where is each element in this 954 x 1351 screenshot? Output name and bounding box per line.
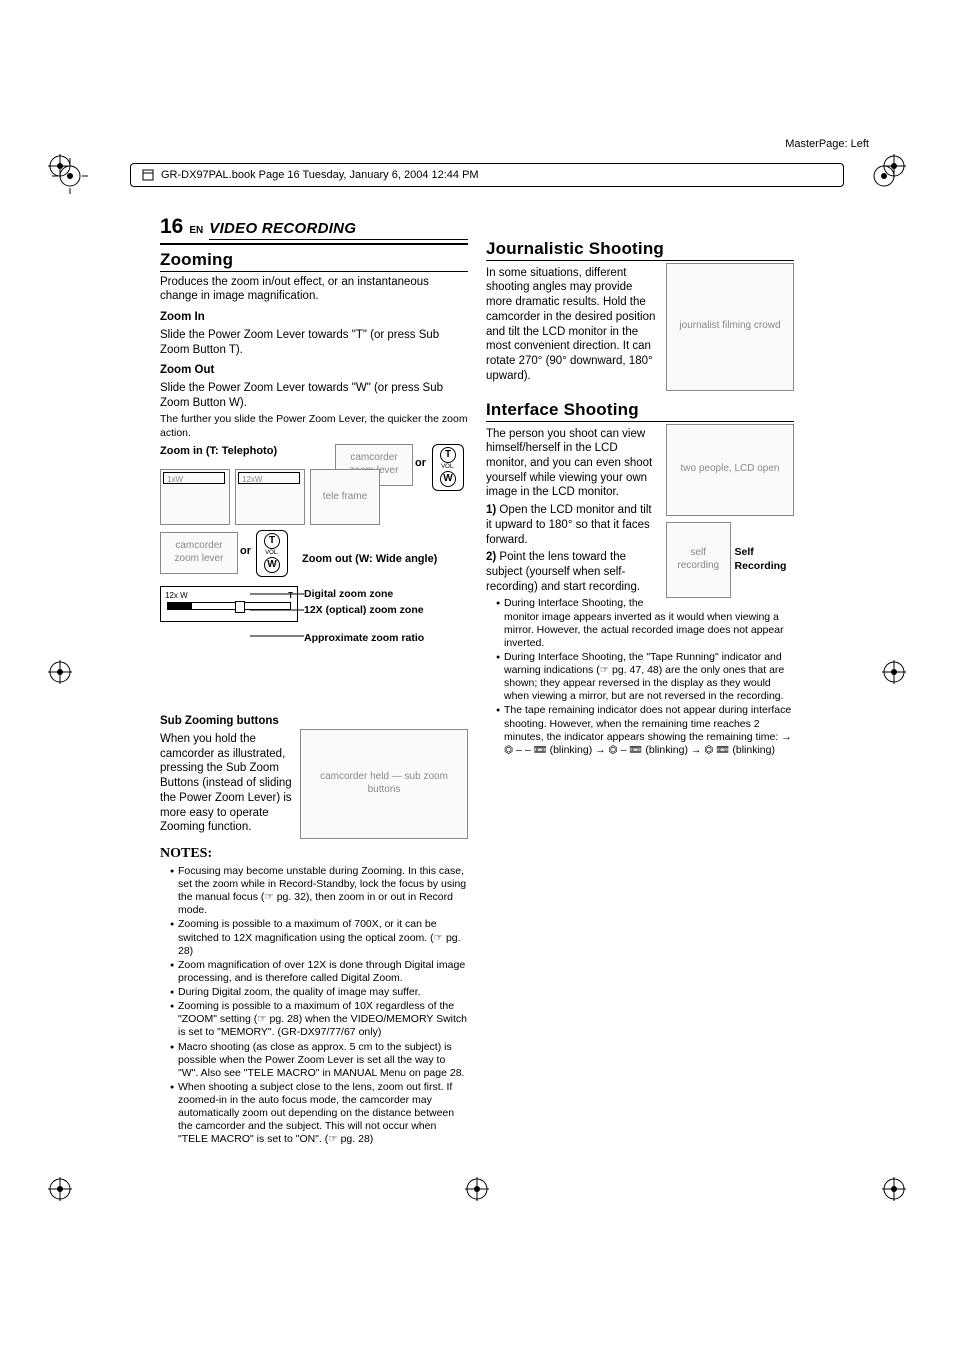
page-header-row: 16 EN VIDEO RECORDING (160, 214, 468, 245)
framemaker-header-bar: GR-DX97PAL.book Page 16 Tuesday, January… (130, 163, 844, 187)
sub-zoom-heading: Sub Zooming buttons (160, 714, 468, 729)
w-circle-icon: W (440, 471, 456, 487)
zoom-out-heading: Zoom Out (160, 363, 468, 378)
camcorder-illust-bottom: camcorder zoom lever (160, 532, 238, 574)
crop-mark-icon (48, 1177, 72, 1201)
crop-mark-icon (48, 154, 72, 178)
digital-zone-label: Digital zoom zone (304, 588, 393, 601)
note-item: Zooming is possible to a maximum of 700X… (170, 918, 468, 957)
bullet-item: During Interface Shooting, the "Tape Run… (496, 651, 794, 704)
tw-box-bottom: T VOL. W (256, 530, 288, 576)
lang-code: EN (189, 225, 203, 238)
content-columns: 16 EN VIDEO RECORDING Zooming Produces t… (160, 214, 794, 1181)
note-item: Macro shooting (as close as approx. 5 cm… (170, 1041, 468, 1080)
note-item: When shooting a subject close to the len… (170, 1081, 468, 1147)
crop-mark-icon (882, 154, 906, 178)
annotation-lines-icon (250, 590, 304, 640)
masterpage-label: MasterPage: Left (785, 138, 869, 150)
note-item: Zoom magnification of over 12X is done t… (170, 959, 468, 985)
interface-illust-group: two people, LCD open self recording Self… (666, 424, 794, 598)
zoom-further-text: The further you slide the Power Zoom Lev… (160, 413, 468, 440)
note-item: Zooming is possible to a maximum of 10X … (170, 1000, 468, 1039)
frame-tele: tele frame (310, 469, 380, 525)
zoom-wide-label: Zoom out (W: Wide angle) (302, 552, 437, 566)
section-title: VIDEO RECORDING (209, 219, 468, 240)
zoom-in-heading: Zoom In (160, 310, 468, 325)
right-column: Journalistic Shooting journalist filming… (486, 214, 794, 1181)
frame-12x: 12xW (235, 469, 305, 525)
note-item: Focusing may become unstable during Zoom… (170, 865, 468, 918)
interface-pair-illust: two people, LCD open (666, 424, 794, 516)
or-label-top: or (415, 456, 426, 470)
left-column: 16 EN VIDEO RECORDING Zooming Produces t… (160, 214, 468, 1181)
tw-box-top: T VOL. W (432, 444, 464, 490)
bullet-item: During Interface Shooting, the monitor i… (496, 597, 794, 650)
frame-1x: 1xW (160, 469, 230, 525)
notes-heading: NOTES: (160, 845, 468, 863)
zoom-diagram: Zoom in (T: Telephoto) camcorder zoom le… (160, 444, 460, 694)
self-recording-illust: self recording (666, 522, 731, 598)
zoom-out-text: Slide the Power Zoom Lever towards "W" (… (160, 381, 468, 410)
optical-zone-label: 12X (optical) zoom zone (304, 604, 424, 617)
slider-label: 12x W (165, 591, 188, 601)
journalistic-heading: Journalistic Shooting (486, 238, 794, 261)
crop-mark-icon (882, 660, 906, 684)
t-circle-icon: T (440, 447, 456, 463)
zoom-in-text: Slide the Power Zoom Lever towards "T" (… (160, 328, 468, 357)
sub-zoom-illust: camcorder held — sub zoom buttons (300, 729, 468, 839)
t-circle-icon: T (264, 533, 280, 549)
vol-label: VOL. (435, 464, 461, 470)
vol-label: VOL. (259, 550, 285, 556)
book-icon (141, 168, 155, 182)
zooming-intro: Produces the zoom in/out effect, or an i… (160, 275, 468, 304)
w-circle-icon: W (264, 557, 280, 573)
approx-ratio-label: Approximate zoom ratio (304, 632, 424, 645)
journalistic-illust: journalist filming crowd (666, 263, 794, 391)
crop-mark-icon (882, 1177, 906, 1201)
note-item: During Digital zoom, the quality of imag… (170, 986, 468, 999)
interface-heading: Interface Shooting (486, 399, 794, 422)
notes-list: Focusing may become unstable during Zoom… (160, 865, 468, 1147)
interface-bullets: During Interface Shooting, the monitor i… (486, 597, 794, 757)
bullet-item: The tape remaining indicator does not ap… (496, 704, 794, 757)
bar-1x-label: 1xW (167, 475, 183, 485)
self-recording-label: Self Recording (735, 546, 794, 573)
bar-12x-label: 12xW (242, 475, 262, 485)
header-bar-text: GR-DX97PAL.book Page 16 Tuesday, January… (161, 169, 479, 181)
page-number: 16 (160, 214, 183, 241)
or-label-bottom: or (240, 544, 251, 558)
crop-mark-icon (48, 660, 72, 684)
zoom-tele-label: Zoom in (T: Telephoto) (160, 444, 277, 458)
page: MasterPage: Left GR-DX97PAL.book Page 16… (0, 0, 954, 1351)
zooming-heading: Zooming (160, 249, 468, 272)
